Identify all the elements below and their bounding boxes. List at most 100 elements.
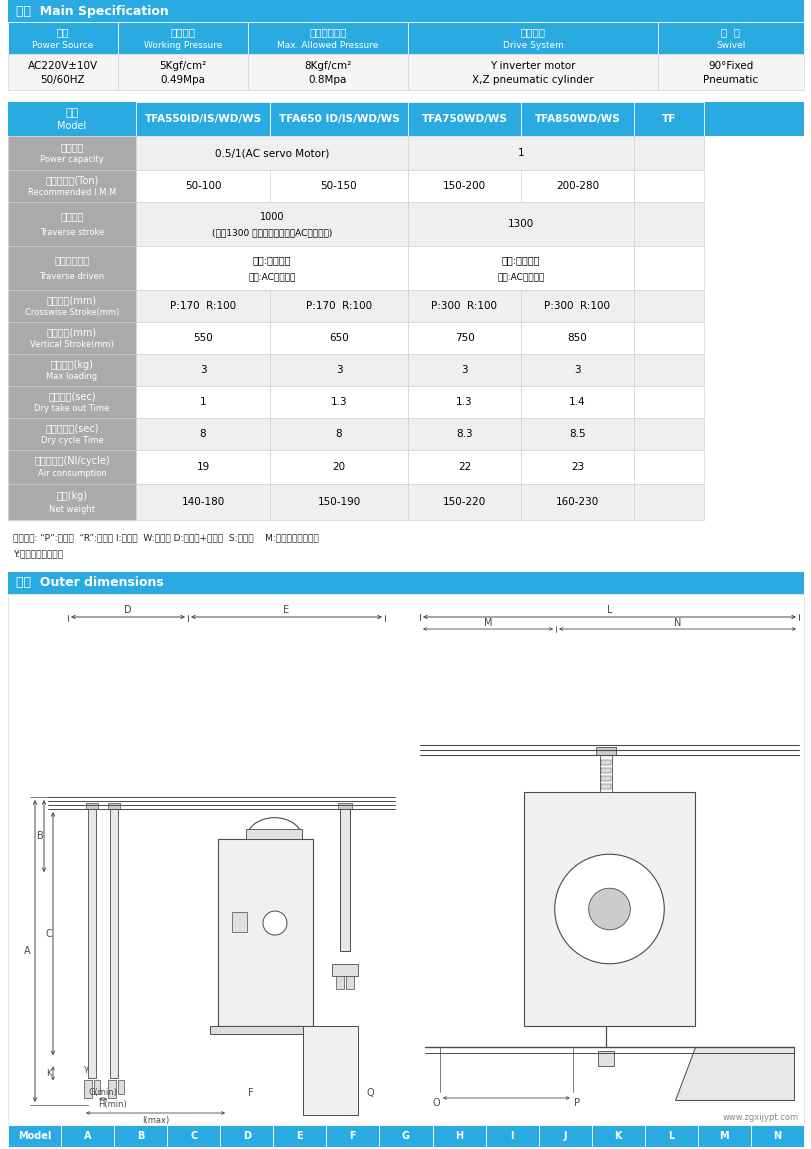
Bar: [303, 1026, 358, 1115]
Text: 1.3: 1.3: [330, 398, 347, 407]
Bar: [61, 1125, 114, 1147]
Bar: [135, 450, 270, 484]
Text: 1300: 1300: [507, 219, 534, 229]
Bar: [8, 290, 135, 322]
Bar: [657, 54, 803, 90]
Bar: [521, 102, 633, 136]
Bar: [697, 1125, 750, 1147]
Text: 0.5/1(AC servo Motor): 0.5/1(AC servo Motor): [215, 148, 328, 159]
Text: 3: 3: [335, 365, 342, 375]
Text: 200-280: 200-280: [556, 182, 599, 191]
Text: 750: 750: [454, 333, 474, 344]
Text: 最大容許氣壓: 最大容許氣壓: [309, 28, 346, 38]
Text: P:300  R:100: P:300 R:100: [544, 301, 610, 311]
Bar: [633, 102, 703, 136]
Text: 50-100: 50-100: [185, 182, 221, 191]
Bar: [135, 322, 270, 354]
Text: 3: 3: [461, 365, 467, 375]
Text: 選購:AC伺服馬達: 選購:AC伺服馬達: [248, 272, 295, 282]
Bar: [407, 484, 521, 520]
Bar: [270, 102, 407, 136]
Text: A: A: [84, 1131, 92, 1141]
Text: K: K: [614, 1131, 621, 1141]
Bar: [538, 1125, 591, 1147]
Bar: [232, 912, 247, 933]
Text: Model: Model: [18, 1131, 51, 1141]
Text: 160-230: 160-230: [556, 498, 599, 507]
Bar: [521, 386, 633, 418]
Text: 90°Fixed: 90°Fixed: [707, 61, 753, 71]
Text: TF: TF: [661, 114, 676, 124]
Text: 1.4: 1.4: [569, 398, 585, 407]
Text: 150-200: 150-200: [442, 182, 486, 191]
Text: TFA650 ID/IS/WD/WS: TFA650 ID/IS/WD/WS: [278, 114, 399, 124]
Text: D: D: [242, 1131, 251, 1141]
Bar: [135, 136, 407, 170]
Bar: [8, 572, 803, 594]
Bar: [270, 170, 407, 202]
Text: 上下行程(mm): 上下行程(mm): [47, 327, 97, 338]
Bar: [8, 102, 803, 136]
Text: 50-150: 50-150: [320, 182, 357, 191]
Bar: [135, 170, 270, 202]
Bar: [407, 202, 633, 246]
Text: I(max): I(max): [142, 1117, 169, 1126]
Text: P:300  R:100: P:300 R:100: [431, 301, 497, 311]
Bar: [118, 1080, 124, 1094]
Bar: [8, 594, 803, 1125]
Bar: [108, 1080, 116, 1098]
Bar: [633, 354, 703, 386]
Text: 全循環時間(sec): 全循環時間(sec): [45, 424, 99, 433]
Text: 50/60HZ: 50/60HZ: [41, 75, 85, 85]
Text: 空氣消耗量(Nl/cycle): 空氣消耗量(Nl/cycle): [34, 456, 109, 466]
Bar: [598, 1051, 613, 1066]
Bar: [750, 1125, 803, 1147]
Bar: [8, 246, 135, 290]
Text: Net weight: Net weight: [49, 504, 95, 514]
Bar: [135, 202, 407, 246]
Text: Dry take out Time: Dry take out Time: [34, 404, 109, 412]
Bar: [135, 484, 270, 520]
Bar: [633, 136, 703, 170]
Text: Traverse driven: Traverse driven: [39, 272, 105, 282]
Bar: [432, 1125, 485, 1147]
Bar: [407, 354, 521, 386]
Text: B: B: [36, 831, 43, 841]
Text: 150-220: 150-220: [442, 498, 486, 507]
Text: H: H: [454, 1131, 462, 1141]
Text: 8: 8: [200, 429, 206, 439]
Bar: [135, 354, 270, 386]
Text: P: P: [573, 1098, 579, 1108]
Text: B: B: [137, 1131, 144, 1141]
Text: Working Pressure: Working Pressure: [144, 40, 222, 49]
Bar: [407, 136, 633, 170]
Text: Recommended I.M.M: Recommended I.M.M: [28, 188, 116, 196]
Bar: [633, 484, 703, 520]
Bar: [600, 759, 611, 765]
Text: Power capacity: Power capacity: [40, 155, 104, 164]
Bar: [270, 322, 407, 354]
Bar: [8, 54, 118, 90]
Bar: [633, 246, 703, 290]
Text: K: K: [46, 1069, 52, 1078]
Bar: [114, 1125, 167, 1147]
Text: 0.8Mpa: 0.8Mpa: [308, 75, 347, 85]
Bar: [521, 418, 633, 450]
Bar: [595, 747, 616, 755]
Bar: [118, 22, 247, 54]
Text: C: C: [45, 928, 53, 939]
Bar: [340, 809, 350, 951]
Text: X,Z pneumatic cylinder: X,Z pneumatic cylinder: [472, 75, 593, 85]
Text: A: A: [24, 946, 30, 956]
Bar: [379, 1125, 432, 1147]
Text: (選艹1300 必須用變頻馬達或AC伺服馬達): (選艹1300 必須用變頻馬達或AC伺服馬達): [212, 229, 332, 238]
Text: 3: 3: [573, 365, 580, 375]
Text: 23: 23: [570, 462, 583, 472]
Bar: [644, 1125, 697, 1147]
Bar: [8, 136, 135, 170]
Bar: [135, 102, 270, 136]
Bar: [270, 354, 407, 386]
Text: 8.5: 8.5: [569, 429, 585, 439]
Bar: [84, 1080, 92, 1098]
Bar: [345, 977, 354, 989]
